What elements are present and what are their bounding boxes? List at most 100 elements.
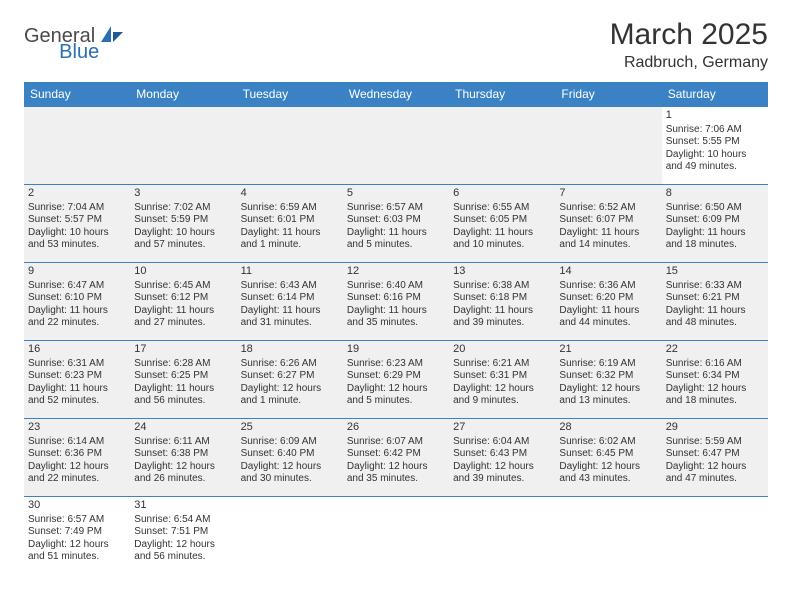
sunset-line: Sunset: 6:03 PM bbox=[347, 214, 445, 227]
sunset-line: Sunset: 6:47 PM bbox=[666, 448, 764, 461]
daylight-line: and 18 minutes. bbox=[666, 395, 764, 408]
daylight-line: and 1 minute. bbox=[241, 239, 339, 252]
day-cell bbox=[24, 107, 130, 185]
location-label: Radbruch, Germany bbox=[610, 54, 768, 72]
sunrise-line: Sunrise: 7:04 AM bbox=[28, 202, 126, 215]
day-number: 23 bbox=[28, 421, 126, 435]
daylight-line: Daylight: 12 hours bbox=[241, 383, 339, 396]
daylight-line: and 35 minutes. bbox=[347, 473, 445, 486]
day-number: 22 bbox=[666, 343, 764, 357]
day-cell: 30Sunrise: 6:57 AMSunset: 7:49 PMDayligh… bbox=[24, 497, 130, 575]
sunrise-line: Sunrise: 6:23 AM bbox=[347, 358, 445, 371]
day-number: 7 bbox=[559, 187, 657, 201]
sunrise-line: Sunrise: 6:26 AM bbox=[241, 358, 339, 371]
sunset-line: Sunset: 6:18 PM bbox=[453, 292, 551, 305]
daylight-line: Daylight: 11 hours bbox=[453, 227, 551, 240]
dayhdr-sat: Saturday bbox=[662, 82, 768, 107]
day-cell: 10Sunrise: 6:45 AMSunset: 6:12 PMDayligh… bbox=[130, 263, 236, 341]
sunrise-line: Sunrise: 6:02 AM bbox=[559, 436, 657, 449]
daylight-line: and 5 minutes. bbox=[347, 395, 445, 408]
day-number: 2 bbox=[28, 187, 126, 201]
daylight-line: and 30 minutes. bbox=[241, 473, 339, 486]
sunset-line: Sunset: 6:34 PM bbox=[666, 370, 764, 383]
sunset-line: Sunset: 6:25 PM bbox=[134, 370, 232, 383]
day-number: 1 bbox=[666, 109, 764, 123]
daylight-line: Daylight: 12 hours bbox=[28, 461, 126, 474]
day-number: 3 bbox=[134, 187, 232, 201]
week-row: 1Sunrise: 7:06 AMSunset: 5:55 PMDaylight… bbox=[24, 107, 768, 185]
dayhdr-tue: Tuesday bbox=[237, 82, 343, 107]
sunrise-line: Sunrise: 6:52 AM bbox=[559, 202, 657, 215]
dayhdr-thu: Thursday bbox=[449, 82, 555, 107]
day-cell: 21Sunrise: 6:19 AMSunset: 6:32 PMDayligh… bbox=[555, 341, 661, 419]
sunrise-line: Sunrise: 6:40 AM bbox=[347, 280, 445, 293]
day-cell: 12Sunrise: 6:40 AMSunset: 6:16 PMDayligh… bbox=[343, 263, 449, 341]
sunrise-line: Sunrise: 6:11 AM bbox=[134, 436, 232, 449]
calendar-table: Sunday Monday Tuesday Wednesday Thursday… bbox=[24, 82, 768, 575]
daylight-line: and 56 minutes. bbox=[134, 395, 232, 408]
day-number: 10 bbox=[134, 265, 232, 279]
daylight-line: Daylight: 11 hours bbox=[559, 305, 657, 318]
sunset-line: Sunset: 6:12 PM bbox=[134, 292, 232, 305]
day-number: 14 bbox=[559, 265, 657, 279]
daylight-line: Daylight: 11 hours bbox=[666, 227, 764, 240]
day-number: 21 bbox=[559, 343, 657, 357]
day-cell bbox=[237, 107, 343, 185]
sunrise-line: Sunrise: 5:59 AM bbox=[666, 436, 764, 449]
daylight-line: Daylight: 11 hours bbox=[134, 305, 232, 318]
sunrise-line: Sunrise: 6:45 AM bbox=[134, 280, 232, 293]
daylight-line: Daylight: 12 hours bbox=[134, 461, 232, 474]
daylight-line: Daylight: 11 hours bbox=[666, 305, 764, 318]
daylight-line: and 10 minutes. bbox=[453, 239, 551, 252]
sunrise-line: Sunrise: 6:43 AM bbox=[241, 280, 339, 293]
sunset-line: Sunset: 5:55 PM bbox=[666, 136, 764, 149]
daylight-line: and 35 minutes. bbox=[347, 317, 445, 330]
sunrise-line: Sunrise: 6:21 AM bbox=[453, 358, 551, 371]
day-number: 19 bbox=[347, 343, 445, 357]
sunrise-line: Sunrise: 6:54 AM bbox=[134, 514, 232, 527]
daylight-line: and 26 minutes. bbox=[134, 473, 232, 486]
logo-sail-icon bbox=[99, 24, 125, 49]
day-cell: 28Sunrise: 6:02 AMSunset: 6:45 PMDayligh… bbox=[555, 419, 661, 497]
day-cell: 9Sunrise: 6:47 AMSunset: 6:10 PMDaylight… bbox=[24, 263, 130, 341]
month-title: March 2025 bbox=[610, 18, 768, 52]
week-row: 16Sunrise: 6:31 AMSunset: 6:23 PMDayligh… bbox=[24, 341, 768, 419]
day-number: 24 bbox=[134, 421, 232, 435]
sunrise-line: Sunrise: 6:09 AM bbox=[241, 436, 339, 449]
day-number: 29 bbox=[666, 421, 764, 435]
day-number: 31 bbox=[134, 499, 232, 513]
week-row: 30Sunrise: 6:57 AMSunset: 7:49 PMDayligh… bbox=[24, 497, 768, 575]
daylight-line: Daylight: 12 hours bbox=[347, 461, 445, 474]
daylight-line: Daylight: 10 hours bbox=[134, 227, 232, 240]
sunset-line: Sunset: 6:05 PM bbox=[453, 214, 551, 227]
sunset-line: Sunset: 5:59 PM bbox=[134, 214, 232, 227]
day-number: 17 bbox=[134, 343, 232, 357]
daylight-line: Daylight: 11 hours bbox=[241, 227, 339, 240]
sunrise-line: Sunrise: 6:36 AM bbox=[559, 280, 657, 293]
day-cell bbox=[343, 107, 449, 185]
day-cell: 27Sunrise: 6:04 AMSunset: 6:43 PMDayligh… bbox=[449, 419, 555, 497]
sunrise-line: Sunrise: 6:55 AM bbox=[453, 202, 551, 215]
daylight-line: and 31 minutes. bbox=[241, 317, 339, 330]
sunrise-line: Sunrise: 6:19 AM bbox=[559, 358, 657, 371]
logo-text-blue: Blue bbox=[59, 41, 99, 63]
sunset-line: Sunset: 6:43 PM bbox=[453, 448, 551, 461]
day-header-row: Sunday Monday Tuesday Wednesday Thursday… bbox=[24, 82, 768, 107]
daylight-line: and 48 minutes. bbox=[666, 317, 764, 330]
day-cell: 22Sunrise: 6:16 AMSunset: 6:34 PMDayligh… bbox=[662, 341, 768, 419]
sunset-line: Sunset: 6:40 PM bbox=[241, 448, 339, 461]
sunrise-line: Sunrise: 6:57 AM bbox=[347, 202, 445, 215]
day-number: 11 bbox=[241, 265, 339, 279]
header: General Blue March 2025 Radbruch, German… bbox=[24, 18, 768, 72]
daylight-line: and 13 minutes. bbox=[559, 395, 657, 408]
day-cell: 14Sunrise: 6:36 AMSunset: 6:20 PMDayligh… bbox=[555, 263, 661, 341]
sunset-line: Sunset: 6:23 PM bbox=[28, 370, 126, 383]
daylight-line: Daylight: 12 hours bbox=[453, 461, 551, 474]
day-cell: 31Sunrise: 6:54 AMSunset: 7:51 PMDayligh… bbox=[130, 497, 236, 575]
week-row: 2Sunrise: 7:04 AMSunset: 5:57 PMDaylight… bbox=[24, 185, 768, 263]
day-number: 28 bbox=[559, 421, 657, 435]
day-cell bbox=[555, 107, 661, 185]
sunrise-line: Sunrise: 6:57 AM bbox=[28, 514, 126, 527]
daylight-line: Daylight: 12 hours bbox=[28, 539, 126, 552]
sunrise-line: Sunrise: 6:16 AM bbox=[666, 358, 764, 371]
